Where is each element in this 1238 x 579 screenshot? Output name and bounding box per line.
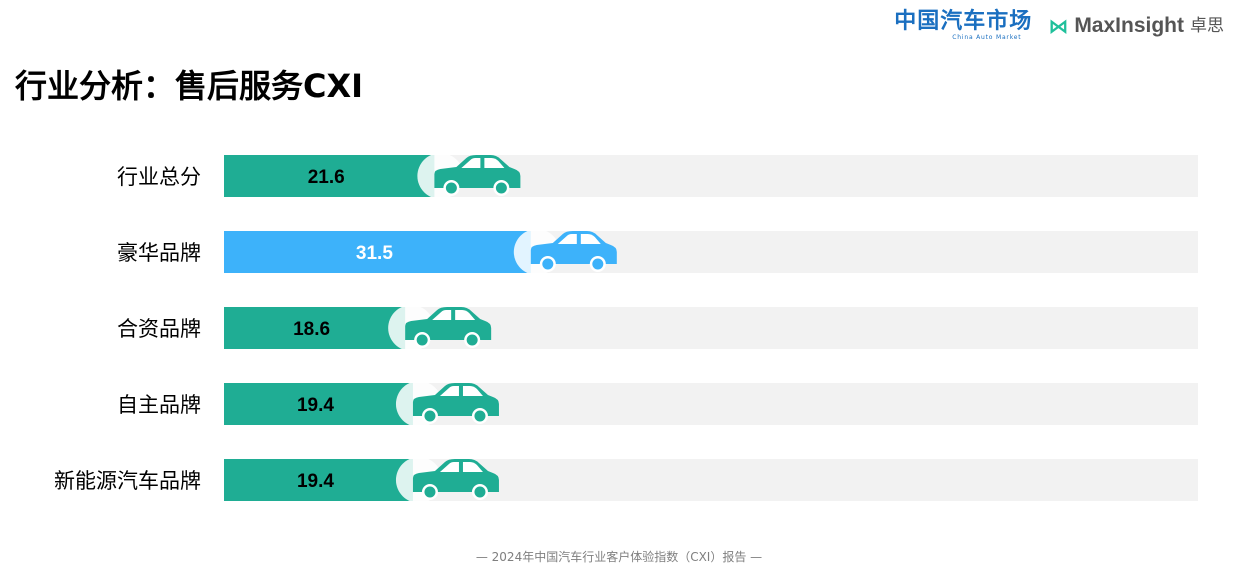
category-label: 新能源汽车品牌 xyxy=(54,469,201,493)
china-auto-market-logo-title: 中国汽车市场 xyxy=(894,9,1033,34)
maxinsight-logo-text: MaxInsight xyxy=(1074,13,1184,37)
car-icon-window-front xyxy=(557,234,577,244)
bar xyxy=(224,459,413,501)
car-icon-wheel xyxy=(542,258,554,270)
value-label: 21.6 xyxy=(308,167,345,188)
china-auto-market-logo: 中国汽车市场 China Auto Market xyxy=(894,9,1033,42)
value-label: 18.6 xyxy=(293,319,330,340)
car-icon-window-front xyxy=(439,462,459,472)
maxinsight-logo: ⋈ MaxInsight 卓思 xyxy=(1048,13,1224,38)
car-icon-window-front xyxy=(439,386,459,396)
car-icon-wheel xyxy=(424,410,436,422)
car-icon xyxy=(388,305,492,351)
car-icon-wheel xyxy=(474,410,486,422)
car-icon-window-front xyxy=(432,310,452,320)
category-label: 行业总分 xyxy=(117,165,201,189)
car-icon-wheel xyxy=(416,334,428,346)
car-icon-window-rear xyxy=(455,310,476,320)
car-icon-wheel xyxy=(495,182,507,194)
china-auto-market-logo-subtitle: China Auto Market xyxy=(952,34,1022,41)
category-label: 合资品牌 xyxy=(117,317,201,341)
value-label: 31.5 xyxy=(356,243,393,264)
value-label: 19.4 xyxy=(297,395,334,416)
maxinsight-mark-icon: ⋈ xyxy=(1048,13,1069,38)
car-icon-window-front xyxy=(461,158,481,168)
car-icon xyxy=(395,457,499,503)
car-icon xyxy=(513,229,617,275)
maxinsight-logo-cn: 卓思 xyxy=(1190,15,1224,36)
car-icon-wheel xyxy=(445,182,457,194)
bar xyxy=(224,231,531,273)
bar xyxy=(224,307,406,349)
bar xyxy=(224,383,413,425)
category-label: 自主品牌 xyxy=(117,393,201,417)
bar xyxy=(224,155,435,197)
car-icon-window-rear xyxy=(484,158,505,168)
car-icon xyxy=(395,381,499,427)
car-icon-wheel xyxy=(466,334,478,346)
car-icon xyxy=(417,153,521,199)
car-icon-wheel xyxy=(592,258,604,270)
car-icon-window-rear xyxy=(462,462,483,472)
car-icon-window-rear xyxy=(580,234,601,244)
car-icon-window-rear xyxy=(462,386,483,396)
car-icon-wheel xyxy=(474,486,486,498)
category-label: 豪华品牌 xyxy=(117,241,201,265)
footer-caption: — 2024年中国汽车行业客户体验指数（CXI）报告 — xyxy=(475,550,763,564)
value-label: 19.4 xyxy=(297,471,334,492)
page-title: 行业分析：售后服务CXI xyxy=(15,67,364,105)
car-icon-wheel xyxy=(424,486,436,498)
header-logos: 中国汽车市场 China Auto Market ⋈ MaxInsight 卓思 xyxy=(894,9,1224,42)
